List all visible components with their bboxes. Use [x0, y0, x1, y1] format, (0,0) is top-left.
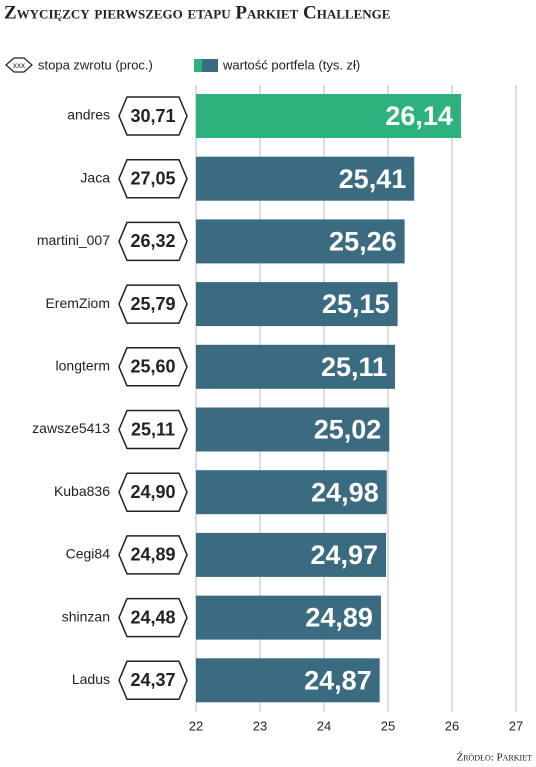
legend-label: stopa zwrotu (proc.) — [38, 57, 153, 72]
bar — [196, 94, 461, 138]
legend-marker — [5, 57, 33, 73]
return-label: 30,71 — [130, 106, 175, 126]
source: Źródło: Parkiet — [456, 752, 532, 764]
return-label: 24,89 — [130, 545, 175, 565]
category-label: Cegi84 — [66, 546, 111, 562]
bar — [196, 407, 390, 452]
x-tick-label: 22 — [189, 718, 203, 733]
return-label: 25,60 — [130, 357, 175, 377]
bar-value-label: 26,14 — [385, 101, 453, 131]
bar — [196, 658, 380, 703]
bar-value-label: 25,26 — [329, 227, 397, 257]
category-label: Jaca — [80, 169, 110, 185]
return-label: 24,37 — [130, 670, 175, 690]
return-badge — [118, 535, 188, 575]
return-badge — [118, 597, 188, 638]
category-label: EremZiom — [45, 295, 110, 311]
bar-value-label: 25,02 — [314, 415, 382, 445]
return-label: 24,90 — [130, 482, 175, 502]
category-label: martini_007 — [37, 232, 110, 248]
return-badge — [118, 660, 188, 701]
return-badge — [118, 284, 188, 324]
bar — [196, 282, 398, 327]
chart-title: Zwycięzcy pierwszego etapu Parkiet Chall… — [4, 2, 390, 23]
x-tick-label: 27 — [509, 718, 523, 733]
return-badge — [118, 472, 188, 512]
category-label: zawsze5413 — [32, 420, 110, 436]
bar — [196, 219, 405, 264]
bar-value-label: 24,97 — [311, 540, 379, 570]
x-tick-label: 24 — [317, 718, 331, 733]
return-label: 24,48 — [130, 607, 175, 627]
return-label: 25,11 — [131, 419, 175, 439]
category-label: Kuba836 — [54, 483, 110, 499]
return-badge — [118, 96, 188, 136]
legend-swatch — [194, 59, 202, 72]
x-tick-label: 25 — [381, 718, 395, 733]
bar-value-label: 25,15 — [322, 289, 390, 319]
bar-value-label: 25,11 — [321, 352, 387, 382]
legend-marker-text: xxx — [13, 61, 25, 70]
category-label: shinzan — [62, 608, 110, 624]
bar — [196, 470, 387, 515]
return-badge — [118, 409, 188, 450]
return-badge — [118, 158, 188, 199]
bar — [196, 344, 396, 389]
legend-label: wartość portfela (tys. zł) — [222, 57, 360, 72]
bar — [196, 156, 415, 201]
bar-value-label: 24,98 — [311, 477, 379, 507]
bar-value-label: 24,89 — [305, 603, 373, 633]
return-badge — [118, 221, 188, 262]
return-label: 26,32 — [130, 231, 175, 251]
category-label: andres — [67, 107, 110, 123]
x-tick-label: 26 — [445, 718, 459, 733]
return-badge — [118, 347, 188, 387]
bar-value-label: 24,87 — [304, 665, 372, 695]
return-label: 27,05 — [130, 168, 175, 188]
legend-swatch — [202, 59, 218, 72]
category-label: Ladus — [72, 671, 110, 687]
bar-value-label: 25,41 — [339, 164, 407, 194]
bar — [196, 595, 381, 640]
x-tick-label: 23 — [253, 718, 267, 733]
bar — [196, 532, 387, 577]
return-label: 25,79 — [130, 294, 175, 314]
category-label: longterm — [56, 358, 110, 374]
